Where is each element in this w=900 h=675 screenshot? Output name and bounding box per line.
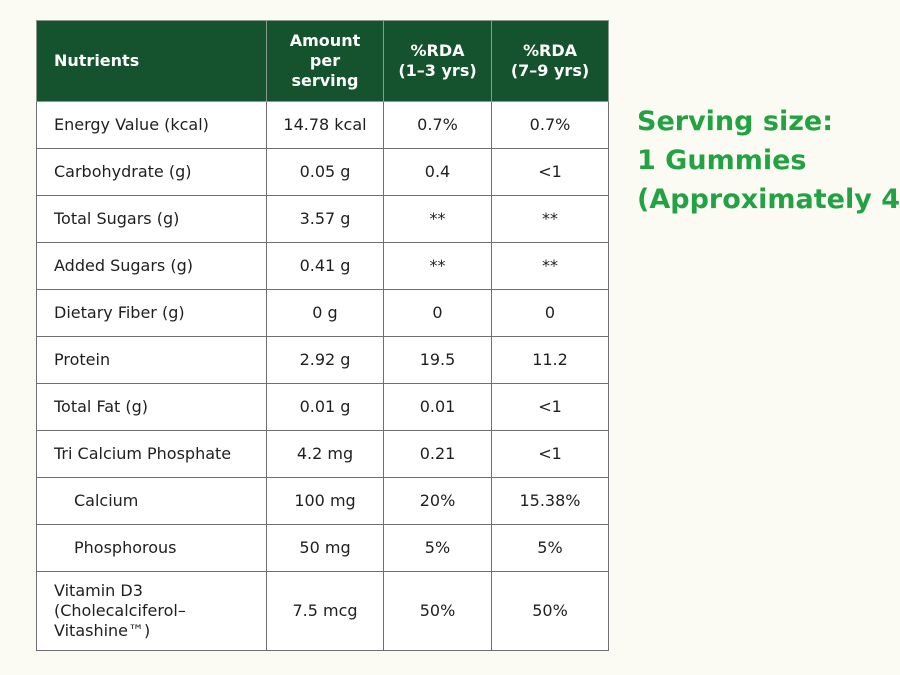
amount-cell: 14.78 kcal [266, 101, 384, 149]
nutrient-name: Dietary Fiber (g) [36, 289, 267, 337]
nutrient-name: Energy Value (kcal) [36, 101, 267, 149]
amount-cell: 100 mg [266, 477, 384, 525]
rda-1-3-cell: 0.01 [383, 383, 492, 431]
rda-7-9-cell: <1 [491, 430, 609, 478]
rda-1-3-cell: ** [383, 242, 492, 290]
amount-cell: 7.5 mcg [266, 571, 384, 651]
nutrient-name: Total Sugars (g) [36, 195, 267, 243]
amount-cell: 4.2 mg [266, 430, 384, 478]
nutrient-name: Tri Calcium Phosphate [36, 430, 267, 478]
amount-cell: 0.41 g [266, 242, 384, 290]
amount-cell: 3.57 g [266, 195, 384, 243]
table-row: Protein 2.92 g 19.5 11.2 [36, 336, 609, 384]
table-row: Total Sugars (g) 3.57 g ** ** [36, 195, 609, 243]
nutrient-name: Phosphorous [36, 524, 267, 572]
table-row: Total Fat (g) 0.01 g 0.01 <1 [36, 383, 609, 431]
rda-7-9-cell: 50% [491, 571, 609, 651]
rda-1-3-cell: 5% [383, 524, 492, 572]
amount-cell: 0.05 g [266, 148, 384, 196]
nutrition-facts-table: Nutrients Amount per serving %RDA (1–3 y… [36, 20, 609, 651]
rda-7-9-cell: 15.38% [491, 477, 609, 525]
table-row: Added Sugars (g) 0.41 g ** ** [36, 242, 609, 290]
amount-cell: 0.01 g [266, 383, 384, 431]
nutrient-name: Carbohydrate (g) [36, 148, 267, 196]
rda-7-9-cell: 11.2 [491, 336, 609, 384]
table-row: Calcium 100 mg 20% 15.38% [36, 477, 609, 525]
header-rda-7-9-yrs: %RDA (7–9 yrs) [491, 20, 609, 102]
rda-1-3-cell: 0.4 [383, 148, 492, 196]
table-row: Dietary Fiber (g) 0 g 0 0 [36, 289, 609, 337]
table-row: Vitamin D3 (Cholecalciferol– Vitashine™)… [36, 571, 609, 651]
amount-cell: 0 g [266, 289, 384, 337]
rda-1-3-cell: 0 [383, 289, 492, 337]
nutrient-name: Vitamin D3 (Cholecalciferol– Vitashine™) [36, 571, 267, 651]
table-row: Carbohydrate (g) 0.05 g 0.4 <1 [36, 148, 609, 196]
rda-7-9-cell: ** [491, 195, 609, 243]
header-nutrients: Nutrients [36, 20, 267, 102]
rda-7-9-cell: 0 [491, 289, 609, 337]
nutrient-name: Added Sugars (g) [36, 242, 267, 290]
rda-7-9-cell: ** [491, 242, 609, 290]
nutrient-name: Calcium [36, 477, 267, 525]
rda-1-3-cell: ** [383, 195, 492, 243]
nutrient-name: Total Fat (g) [36, 383, 267, 431]
nutrient-name: Protein [36, 336, 267, 384]
table-row: Tri Calcium Phosphate 4.2 mg 0.21 <1 [36, 430, 609, 478]
rda-1-3-cell: 50% [383, 571, 492, 651]
serving-size-count: 1 Gummies [637, 145, 807, 176]
table-header: Nutrients Amount per serving %RDA (1–3 y… [36, 20, 609, 102]
table-body: Energy Value (kcal) 14.78 kcal 0.7% 0.7%… [36, 101, 609, 651]
serving-size-info: Serving size: 1 Gummies (Approximately 4… [637, 102, 900, 219]
amount-cell: 50 mg [266, 524, 384, 572]
amount-cell: 2.92 g [266, 336, 384, 384]
serving-size-weight: (Approximately 4g) [637, 184, 900, 215]
rda-1-3-cell: 20% [383, 477, 492, 525]
header-amount-per-serving: Amount per serving [266, 20, 384, 102]
rda-7-9-cell: <1 [491, 383, 609, 431]
rda-7-9-cell: 5% [491, 524, 609, 572]
header-rda-1-3-yrs: %RDA (1–3 yrs) [383, 20, 492, 102]
rda-1-3-cell: 19.5 [383, 336, 492, 384]
rda-1-3-cell: 0.21 [383, 430, 492, 478]
rda-1-3-cell: 0.7% [383, 101, 492, 149]
table-row: Energy Value (kcal) 14.78 kcal 0.7% 0.7% [36, 101, 609, 149]
rda-7-9-cell: <1 [491, 148, 609, 196]
header-row: Nutrients Amount per serving %RDA (1–3 y… [36, 20, 609, 102]
rda-7-9-cell: 0.7% [491, 101, 609, 149]
serving-size-label: Serving size: [637, 106, 834, 137]
table-row: Phosphorous 50 mg 5% 5% [36, 524, 609, 572]
